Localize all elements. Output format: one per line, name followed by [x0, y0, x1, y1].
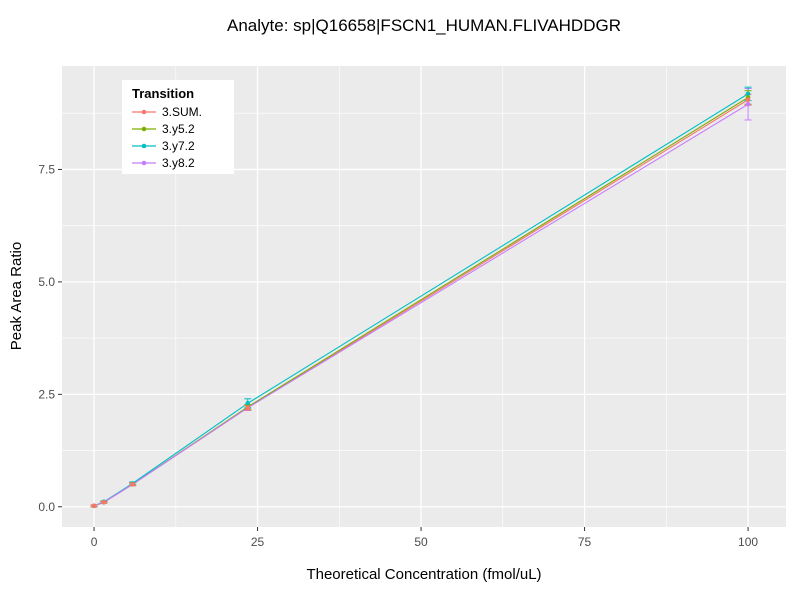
data-point: [745, 91, 751, 97]
data-point: [745, 97, 751, 103]
legend-key-point: [141, 143, 147, 149]
data-point: [101, 499, 107, 505]
legend-box: [122, 80, 234, 174]
legend-item-label: 3.y5.2: [162, 122, 195, 136]
data-point: [91, 503, 97, 509]
data-point: [745, 101, 751, 107]
x-tick-label: 100: [738, 535, 758, 549]
data-point: [245, 401, 251, 406]
data-point: [245, 405, 251, 411]
legend-item-label: 3.y8.2: [162, 156, 195, 170]
x-axis-label: Theoretical Concentration (fmol/uL): [306, 566, 542, 583]
legend-key-point: [141, 109, 147, 115]
y-tick-label: 5.0: [38, 275, 55, 289]
x-tick-label: 25: [251, 535, 265, 549]
legend-item-label: 3.y7.2: [162, 139, 195, 153]
y-tick-label: 2.5: [38, 387, 55, 401]
legend-item-label: 3.SUM.: [162, 105, 202, 119]
legend-key-point: [141, 126, 147, 132]
y-axis-label: Peak Area Ratio: [8, 241, 25, 351]
data-point: [130, 481, 135, 487]
y-tick-label: 7.5: [38, 162, 55, 176]
x-tick-label: 50: [414, 535, 428, 549]
chart-title: Analyte: sp|Q16658|FSCN1_HUMAN.FLIVAHDDG…: [227, 16, 621, 35]
x-tick-label: 0: [91, 535, 98, 549]
y-tick-label: 0.0: [38, 500, 55, 514]
x-tick-label: 75: [578, 535, 592, 549]
legend-key-point: [141, 160, 147, 166]
legend-title: Transition: [132, 86, 194, 101]
